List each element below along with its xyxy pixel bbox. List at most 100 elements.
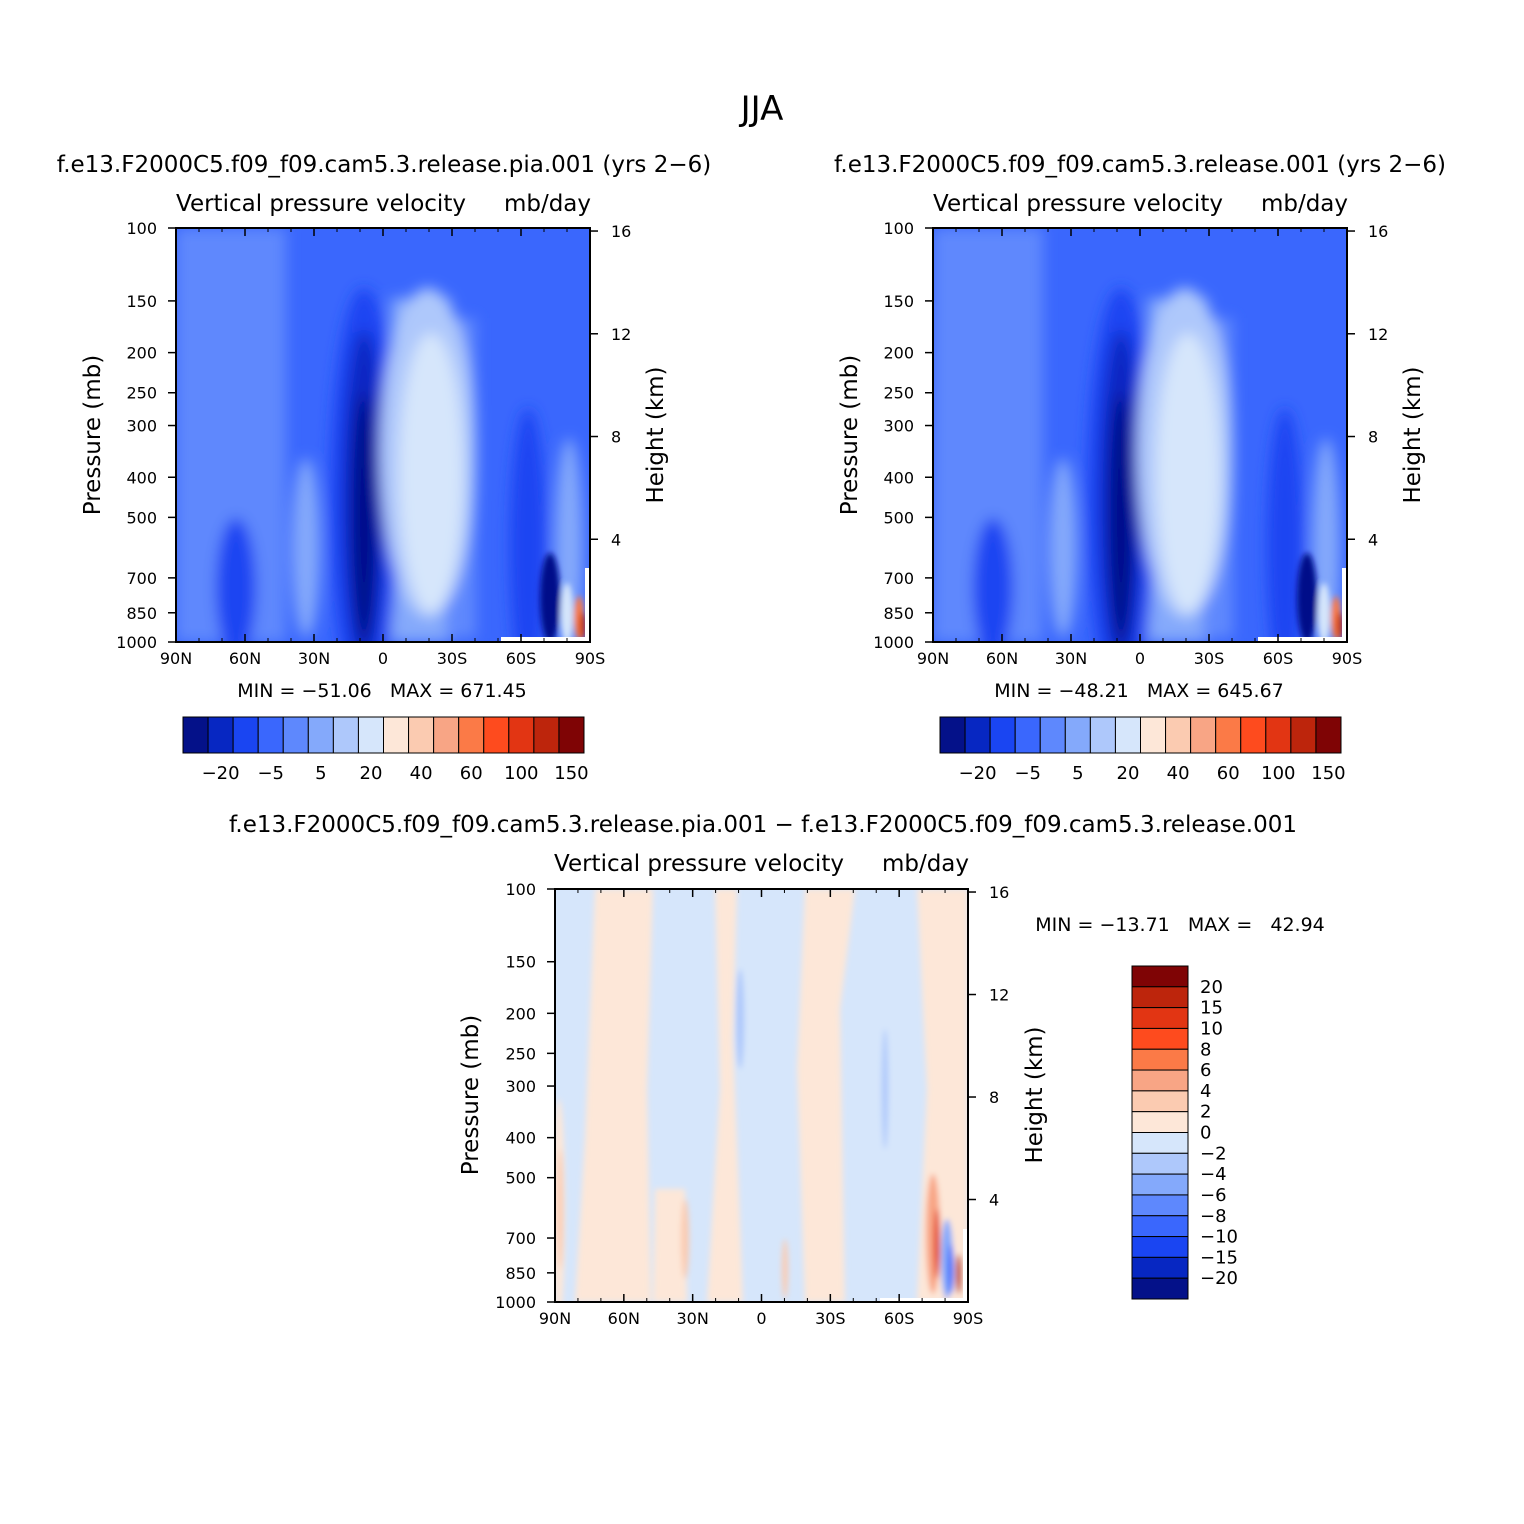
colorbar-swatch	[1131, 1173, 1189, 1196]
colorbar-label: −20	[1200, 1268, 1238, 1289]
colorbar-swatch	[1265, 716, 1292, 754]
panel-subtitle-right: mb/day	[504, 191, 591, 217]
colorbar-swatch	[1131, 1069, 1189, 1092]
colorbar-swatch	[1131, 1027, 1189, 1050]
y-tick-label: 1000	[116, 633, 157, 652]
colorbar-label: 60	[1217, 763, 1240, 784]
y-tick-label: 250	[126, 384, 157, 403]
x-tick-label: 60N	[608, 1309, 640, 1328]
min-max-label: MIN = −13.71 MAX = 42.94	[1035, 914, 1325, 936]
y-tick-label: 100	[505, 880, 536, 899]
colorbar-swatch	[1131, 965, 1189, 988]
colorbar-swatch	[558, 716, 585, 754]
colorbar-label: −15	[1200, 1247, 1238, 1268]
x-tick-label: 90S	[1332, 649, 1363, 668]
panel-subtitle-right: mb/day	[1261, 191, 1348, 217]
y-tick-label: 700	[505, 1229, 536, 1248]
y-axis-label: Pressure (mb)	[458, 1015, 484, 1175]
panel-subtitle-right: mb/day	[882, 851, 969, 877]
colorbar-swatch	[1131, 986, 1189, 1009]
colorbar-swatch	[332, 716, 359, 754]
colorbar: −20 −5 5 20 40 60 100 150	[182, 716, 589, 784]
colorbar-swatch	[1240, 716, 1267, 754]
y-tick-label: 400	[505, 1129, 536, 1148]
colorbar-label: −20	[959, 763, 997, 784]
colorbar-label: 150	[1311, 763, 1345, 784]
axis-ticks: 90N 60N 30N 0 30S 60S 90S 100 150 200 250 300 400 500…	[116, 219, 631, 668]
x-tick-label: 90N	[539, 1309, 571, 1328]
colorbar-swatch	[1131, 1111, 1189, 1133]
colorbar-swatch	[408, 716, 435, 754]
panel-control: f.e13.F2000C5.f09_f09.cam5.3.release.001…	[834, 152, 1446, 784]
colorbar-label: 5	[1072, 763, 1083, 784]
colorbar-swatch	[1215, 716, 1242, 754]
colorbar-label: −6	[1200, 1185, 1227, 1206]
y-tick-label: 100	[883, 219, 914, 238]
colorbar-label: 20	[360, 763, 383, 784]
colorbar-label: −4	[1200, 1164, 1227, 1185]
panel-subtitle-left: Vertical pressure velocity	[176, 191, 466, 217]
contour-field	[176, 228, 590, 642]
y-tick-label: 100	[126, 219, 157, 238]
y-tick-label: 400	[126, 468, 157, 487]
panel-title: f.e13.F2000C5.f09_f09.cam5.3.release.pia…	[229, 812, 1297, 838]
y-tick-label: 700	[883, 569, 914, 588]
colorbar-swatch	[1131, 1194, 1189, 1217]
x-tick-label: 30S	[1194, 649, 1225, 668]
colorbar-swatch	[483, 716, 510, 754]
y2-tick-label: 12	[611, 325, 631, 344]
x-tick-label: 60S	[884, 1309, 915, 1328]
colorbar-swatch	[307, 716, 334, 754]
colorbar-swatch	[357, 716, 384, 754]
colorbar-swatch	[1089, 716, 1116, 754]
y-axis-label: Pressure (mb)	[837, 355, 863, 515]
y-tick-label: 300	[505, 1077, 536, 1096]
colorbar-swatch	[1131, 1007, 1189, 1029]
colorbar-label: 40	[1167, 763, 1190, 784]
y2-tick-label: 4	[1368, 530, 1378, 549]
x-tick-label: 30S	[437, 649, 468, 668]
colorbar: −20 −5 5 20 40 60 100 150	[939, 716, 1346, 784]
colorbar-swatch	[1315, 716, 1342, 754]
axis-ticks: 90N 60N 30N 0 30S 60S 90S 100 150 200 250 300 400 500…	[495, 880, 1009, 1328]
y2-tick-label: 4	[611, 530, 621, 549]
y-tick-label: 500	[126, 508, 157, 527]
y2-tick-label: 16	[989, 883, 1009, 902]
panel-subtitle-left: Vertical pressure velocity	[933, 191, 1223, 217]
colorbar-label: −20	[202, 763, 240, 784]
colorbar-label: 20	[1200, 977, 1223, 998]
colorbar-swatch	[1290, 716, 1317, 754]
colorbar-label: 20	[1117, 763, 1140, 784]
y-tick-label: 850	[126, 604, 157, 623]
x-tick-label: 60N	[229, 649, 261, 668]
colorbar-swatch	[1131, 1236, 1189, 1258]
colorbar-label: 2	[1200, 1102, 1211, 1123]
y2-axis-label: Height (km)	[1022, 1026, 1048, 1163]
colorbar-swatch	[207, 716, 234, 754]
colorbar-swatch	[1165, 716, 1192, 754]
colorbar-swatch	[257, 716, 284, 754]
colorbar-label: 0	[1200, 1123, 1211, 1144]
y-tick-label: 150	[126, 292, 157, 311]
min-max-label: MIN = −51.06 MAX = 671.45	[237, 680, 527, 702]
y-tick-label: 1000	[873, 633, 914, 652]
y2-tick-label: 8	[989, 1088, 999, 1107]
colorbar-swatch	[1131, 1215, 1189, 1238]
y-tick-label: 300	[126, 417, 157, 436]
x-tick-label: 30N	[1055, 649, 1087, 668]
x-tick-label: 90N	[160, 649, 192, 668]
y2-tick-label: 16	[611, 222, 631, 241]
colorbar-label: −2	[1200, 1143, 1227, 1164]
colorbar-swatch	[1064, 716, 1091, 754]
y-tick-label: 250	[883, 384, 914, 403]
x-tick-label: 30N	[677, 1309, 709, 1328]
colorbar-swatch	[533, 716, 560, 754]
x-tick-label: 60S	[1263, 649, 1294, 668]
y2-tick-label: 8	[611, 428, 621, 447]
panel-subtitle-left: Vertical pressure velocity	[554, 851, 844, 877]
colorbar-swatch	[458, 716, 485, 754]
contour-field	[555, 889, 968, 1302]
x-tick-label: 30N	[298, 649, 330, 668]
y2-axis-label: Height (km)	[1400, 366, 1426, 503]
